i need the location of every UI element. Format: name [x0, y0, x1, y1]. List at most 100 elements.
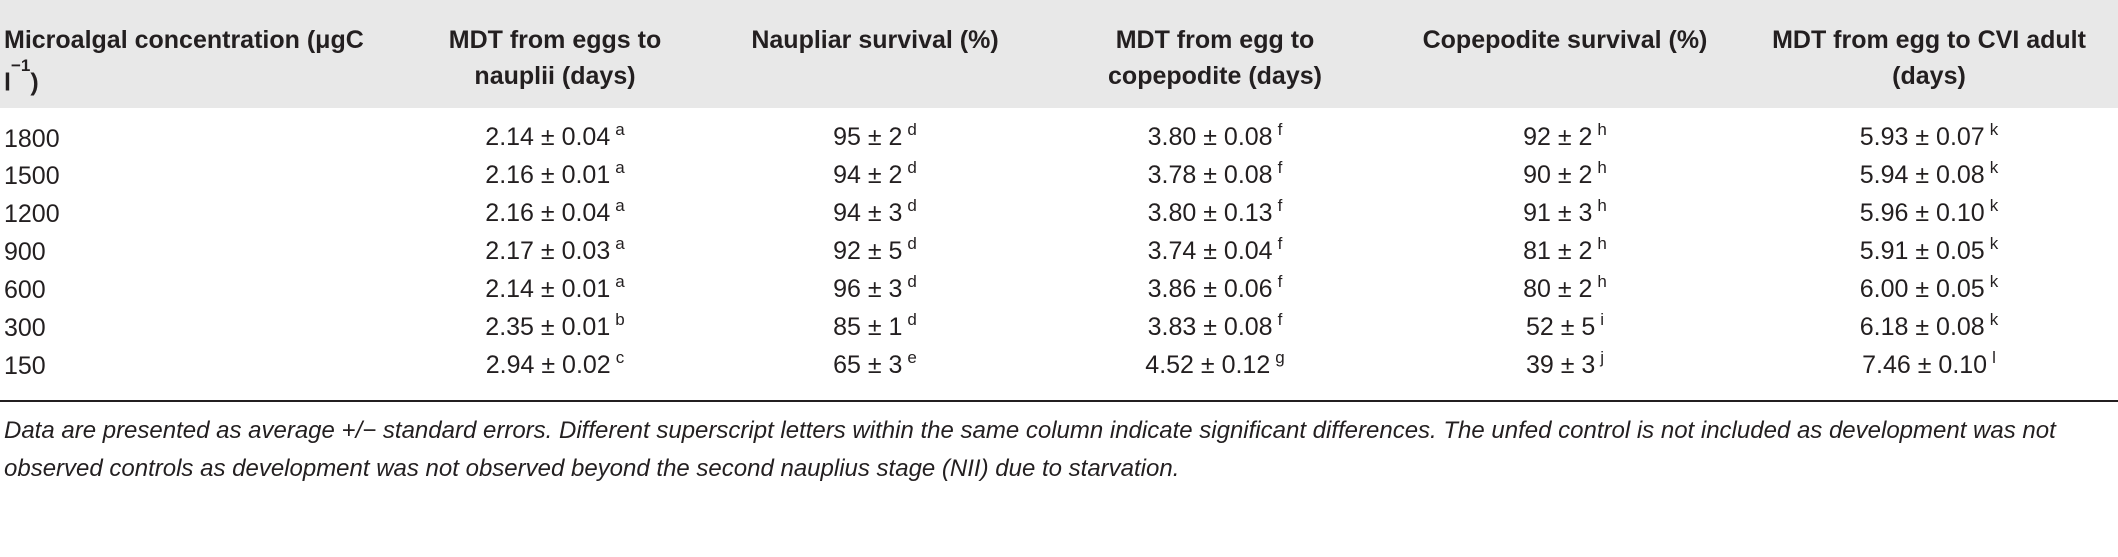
significance-letter: k	[1989, 157, 1999, 177]
cell-value: 7.46 ± 0.10	[1862, 350, 1988, 379]
cell-value: 92 ± 2	[1523, 123, 1593, 152]
cell-value: 91 ± 3	[1523, 198, 1593, 227]
cell-value: 2.14 ± 0.04	[485, 123, 611, 152]
header-copepodite-survival: Copepodite survival (%)	[1422, 26, 1708, 54]
table-cell: 2.35 ± 0.01 b	[400, 309, 710, 347]
significance-letter: h	[1597, 233, 1607, 253]
cell-value-group: 6.00 ± 0.05 k	[1860, 272, 1998, 309]
table-cell: 3.80 ± 0.13 f	[1040, 195, 1390, 233]
cell-value-group: 3.74 ± 0.04 f	[1148, 234, 1283, 271]
cell-value: 52 ± 5	[1525, 312, 1596, 341]
cell-value-group: 4.52 ± 0.12 g	[1145, 348, 1284, 385]
significance-letter: a	[615, 157, 625, 177]
significance-letter: j	[1600, 347, 1605, 367]
cell-value: 39 ± 3	[1525, 350, 1596, 379]
header-unit-suffix: )	[30, 68, 39, 97]
table-cell: 2.16 ± 0.01 a	[400, 157, 710, 195]
cell-value: 3.78 ± 0.08	[1147, 160, 1273, 189]
cell-value: 5.96 ± 0.10	[1859, 198, 1985, 227]
cell-value: 3.80 ± 0.13	[1147, 198, 1273, 227]
table-cell: 4.52 ± 0.12 g	[1040, 347, 1390, 393]
table-footnote: Data are presented as average +/− standa…	[4, 417, 2056, 482]
significance-letter: a	[615, 233, 625, 253]
cell-value-group: 7.46 ± 0.10 l	[1862, 348, 1996, 385]
cell-value: 2.14 ± 0.01	[485, 274, 611, 303]
significance-letter: h	[1597, 157, 1607, 177]
cell-value-group: 2.16 ± 0.04 a	[485, 196, 624, 233]
cell-value: 94 ± 3	[833, 198, 903, 227]
table-cell: 5.91 ± 0.05 k	[1740, 233, 2118, 271]
significance-letter: c	[615, 347, 625, 367]
significance-letter: h	[1597, 120, 1607, 140]
cell-value: 96 ± 3	[833, 274, 903, 303]
cell-value: 2.94 ± 0.02	[485, 350, 611, 379]
significance-letter: l	[1992, 347, 1996, 367]
significance-letter: a	[615, 120, 625, 140]
significance-letter: e	[907, 347, 917, 367]
significance-letter: h	[1597, 195, 1607, 215]
table-cell: 2.17 ± 0.03 a	[400, 233, 710, 271]
header-concentration: Microalgal concentration (μgC l−1)	[0, 0, 400, 108]
cell-value: 85 ± 1	[833, 312, 903, 341]
cell-value-group: 5.94 ± 0.08 k	[1860, 158, 1998, 195]
table-row: 1800 2.14 ± 0.04 a 95 ± 2 d 3.80 ± 0.08 f 92 ± …	[0, 108, 2118, 157]
significance-letter: a	[615, 195, 625, 215]
significance-letter: d	[907, 195, 917, 215]
cell-value: 80 ± 2	[1523, 274, 1593, 303]
cell-value-group: 3.78 ± 0.08 f	[1148, 158, 1283, 195]
cell-value-group: 3.80 ± 0.08 f	[1148, 120, 1283, 157]
cell-concentration: 1200	[4, 200, 60, 229]
table-cell: 5.96 ± 0.10 k	[1740, 195, 2118, 233]
significance-letter: a	[615, 271, 625, 291]
header-mdt-adult: MDT from egg to CVI adult (days)	[1772, 26, 2086, 90]
table-cell: 2.14 ± 0.04 a	[400, 108, 710, 157]
cell-value-group: 3.80 ± 0.13 f	[1148, 196, 1283, 233]
cell-value: 2.17 ± 0.03	[485, 236, 611, 265]
cell-value-group: 3.86 ± 0.06 f	[1148, 272, 1283, 309]
significance-letter: k	[1989, 195, 1999, 215]
cell-value-group: 2.35 ± 0.01 b	[485, 310, 624, 347]
cell-value-group: 2.94 ± 0.02 c	[486, 348, 624, 385]
cell-concentration: 1800	[4, 124, 60, 153]
significance-letter: k	[1989, 271, 1999, 291]
cell-value-group: 2.16 ± 0.01 a	[485, 158, 624, 195]
significance-letter: d	[907, 271, 917, 291]
header-naupliar-survival: Naupliar survival (%)	[751, 26, 999, 54]
significance-letter: k	[1989, 120, 1999, 140]
cell-value-group: 2.14 ± 0.01 a	[485, 272, 624, 309]
table-cell: 3.86 ± 0.06 f	[1040, 271, 1390, 309]
cell-value: 6.00 ± 0.05	[1859, 274, 1985, 303]
table-row: 300 2.35 ± 0.01 b 85 ± 1 d 3.83 ± 0.08 f 52 ± 5…	[0, 309, 2118, 347]
table-cell: 7.46 ± 0.10 l	[1740, 347, 2118, 393]
cell-value-group: 5.96 ± 0.10 k	[1860, 196, 1998, 233]
cell-value: 81 ± 2	[1523, 236, 1593, 265]
table-cell: 6.18 ± 0.08 k	[1740, 309, 2118, 347]
cell-value: 5.91 ± 0.05	[1859, 236, 1985, 265]
table-body: 1800 2.14 ± 0.04 a 95 ± 2 d 3.80 ± 0.08 f 92 ± …	[0, 108, 2118, 393]
table-cell: 6.00 ± 0.05 k	[1740, 271, 2118, 309]
cell-value: 92 ± 5	[833, 236, 903, 265]
significance-letter: f	[1277, 271, 1283, 291]
cell-value: 2.16 ± 0.04	[485, 198, 611, 227]
header-mdt-nauplii: MDT from eggs to nauplii (days)	[448, 26, 662, 90]
significance-letter: f	[1277, 195, 1283, 215]
significance-letter: d	[907, 309, 917, 329]
cell-value: 94 ± 2	[833, 160, 903, 189]
significance-letter: f	[1277, 233, 1283, 253]
significance-letter: f	[1277, 120, 1283, 140]
cell-value: 3.86 ± 0.06	[1147, 274, 1273, 303]
